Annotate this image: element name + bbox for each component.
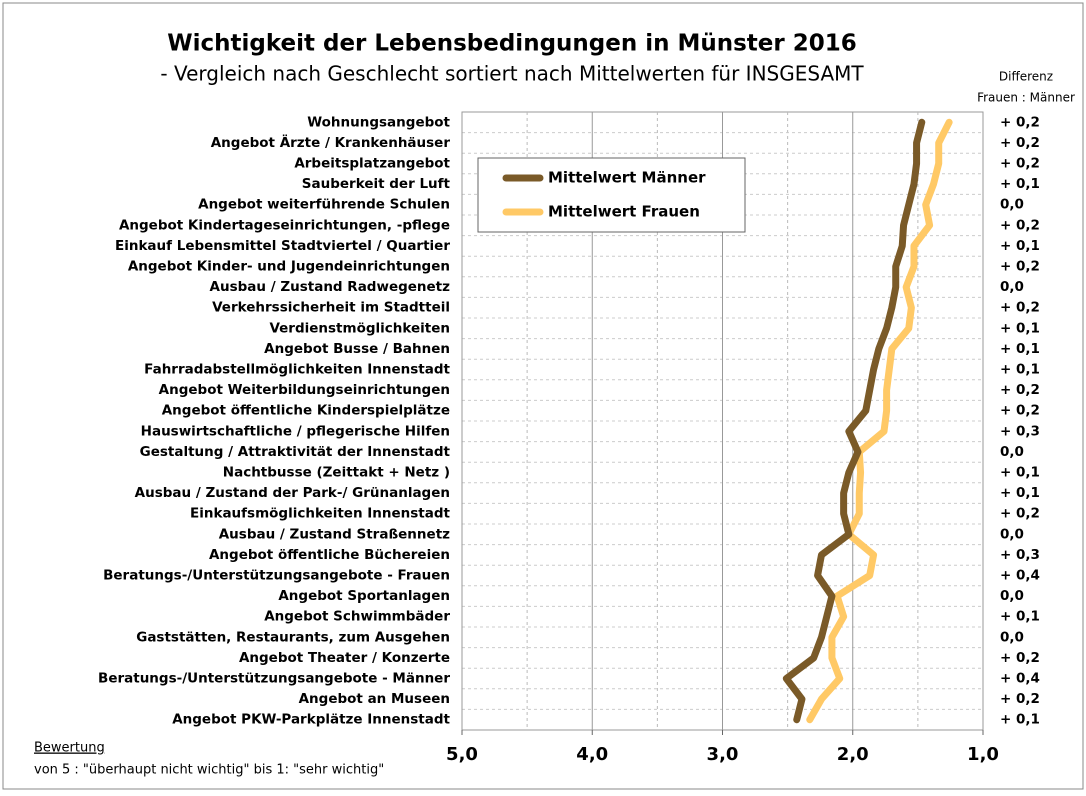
difference-label: + 0,1 [1000, 465, 1040, 481]
difference-label: + 0,2 [1000, 217, 1040, 233]
y-tick-label: Einkaufsmöglichkeiten Innenstadt [190, 506, 451, 522]
difference-label: + 0,1 [1000, 609, 1040, 625]
x-tick-label: 2,0 [837, 744, 869, 765]
y-tick-label: Angebot Kindertageseinrichtungen, -pfleg… [119, 217, 450, 233]
difference-label: + 0,2 [1000, 156, 1040, 172]
series-line [782, 118, 926, 724]
difference-label: 0,0 [1000, 197, 1024, 213]
y-tick-label: Angebot Sportanlagen [278, 588, 450, 604]
difference-label: + 0,2 [1000, 259, 1040, 275]
difference-label: + 0,1 [1000, 238, 1040, 254]
difference-label: 0,0 [1000, 279, 1024, 295]
y-tick-label: Angebot öffentliche Kinderspielplätze [162, 403, 450, 419]
y-tick-label: Nachtbusse (Zeittakt + Netz ) [223, 465, 450, 481]
difference-label: + 0,3 [1000, 423, 1040, 439]
y-tick-label: Fahrradabstellmöglichkeiten Innenstadt [144, 362, 450, 378]
footnote-title: Bewertung [34, 741, 105, 756]
difference-label: + 0,2 [1000, 300, 1040, 316]
difference-label: + 0,4 [1000, 568, 1040, 584]
difference-label: + 0,2 [1000, 403, 1040, 419]
difference-label: + 0,1 [1000, 341, 1040, 357]
difference-label: + 0,2 [1000, 691, 1040, 707]
y-tick-label: Angebot Kinder- und Jugendeinrichtungen [128, 259, 450, 275]
y-tick-label: Verkehrssicherheit im Stadtteil [212, 300, 450, 316]
y-tick-label: Angebot an Museen [299, 691, 450, 707]
y-tick-label: Wohnungsangebot [307, 114, 450, 130]
difference-label: + 0,1 [1000, 712, 1040, 728]
y-tick-label: Angebot Weiterbildungseinrichtungen [159, 382, 450, 398]
y-tick-label: Ausbau / Zustand der Park-/ Grünanlagen [135, 485, 450, 501]
x-tick-label: 1,0 [967, 744, 999, 765]
y-tick-label: Angebot Ärzte / Krankenhäuser [211, 134, 451, 151]
y-tick-label: Arbeitsplatzangebot [294, 156, 450, 172]
y-tick-label: Angebot öffentliche Büchereien [209, 547, 450, 563]
chart-subtitle: - Vergleich nach Geschlecht sortiert nac… [160, 62, 864, 86]
x-tick-label: 4,0 [576, 744, 608, 765]
y-tick-label: Angebot Theater / Konzerte [239, 650, 450, 666]
y-tick-label: Verdienstmöglichkeiten [269, 320, 450, 336]
legend-label: Mittelwert Männer [548, 169, 706, 187]
y-tick-label: Angebot PKW-Parkplätze Innenstadt [172, 712, 450, 728]
difference-label: + 0,4 [1000, 671, 1040, 687]
difference-label: 0,0 [1000, 444, 1024, 460]
y-tick-label: Gaststätten, Restaurants, zum Ausgehen [136, 629, 450, 645]
x-tick-label: 5,0 [446, 744, 478, 765]
difference-label: 0,0 [1000, 629, 1024, 645]
x-tick-label: 3,0 [707, 744, 739, 765]
y-tick-label: Angebot Schwimmbäder [264, 609, 450, 625]
diff-header: Frauen : Männer [977, 91, 1075, 105]
difference-label: + 0,1 [1000, 176, 1040, 192]
difference-label: + 0,1 [1000, 320, 1040, 336]
y-tick-label: Ausbau / Zustand Straßennetz [219, 526, 450, 542]
diff-header: Differenz [999, 70, 1053, 84]
y-tick-label: Angebot weiterführende Schulen [198, 197, 450, 213]
y-tick-label: Gestaltung / Attraktivität der Innenstad… [140, 444, 451, 460]
y-tick-label: Sauberkeit der Luft [302, 176, 451, 192]
y-tick-label: Beratungs-/Unterstützungsangebote - Frau… [103, 568, 450, 584]
legend-label: Mittelwert Frauen [548, 203, 700, 221]
y-tick-label: Beratungs-/Unterstützungsangebote - Männ… [98, 671, 450, 687]
difference-label: + 0,2 [1000, 506, 1040, 522]
y-tick-label: Ausbau / Zustand Radwegenetz [210, 279, 451, 295]
difference-label: + 0,1 [1000, 362, 1040, 378]
y-tick-label: Einkauf Lebensmittel Stadtviertel / Quar… [115, 238, 450, 254]
y-tick-label: Hauswirtschaftliche / pflegerische Hilfe… [141, 423, 450, 439]
legend-box [477, 157, 746, 233]
difference-label: + 0,1 [1000, 485, 1040, 501]
series-line [806, 118, 953, 724]
difference-label: + 0,3 [1000, 547, 1040, 563]
y-tick-label: Angebot Busse / Bahnen [264, 341, 450, 357]
difference-label: + 0,2 [1000, 135, 1040, 151]
difference-label: 0,0 [1000, 526, 1024, 542]
difference-label: + 0,2 [1000, 114, 1040, 130]
difference-label: + 0,2 [1000, 382, 1040, 398]
difference-label: 0,0 [1000, 588, 1024, 604]
difference-label: + 0,2 [1000, 650, 1040, 666]
chart-title: Wichtigkeit der Lebensbedingungen in Mün… [167, 31, 857, 57]
footnote: von 5 : "überhaupt nicht wichtig" bis 1:… [34, 763, 384, 778]
